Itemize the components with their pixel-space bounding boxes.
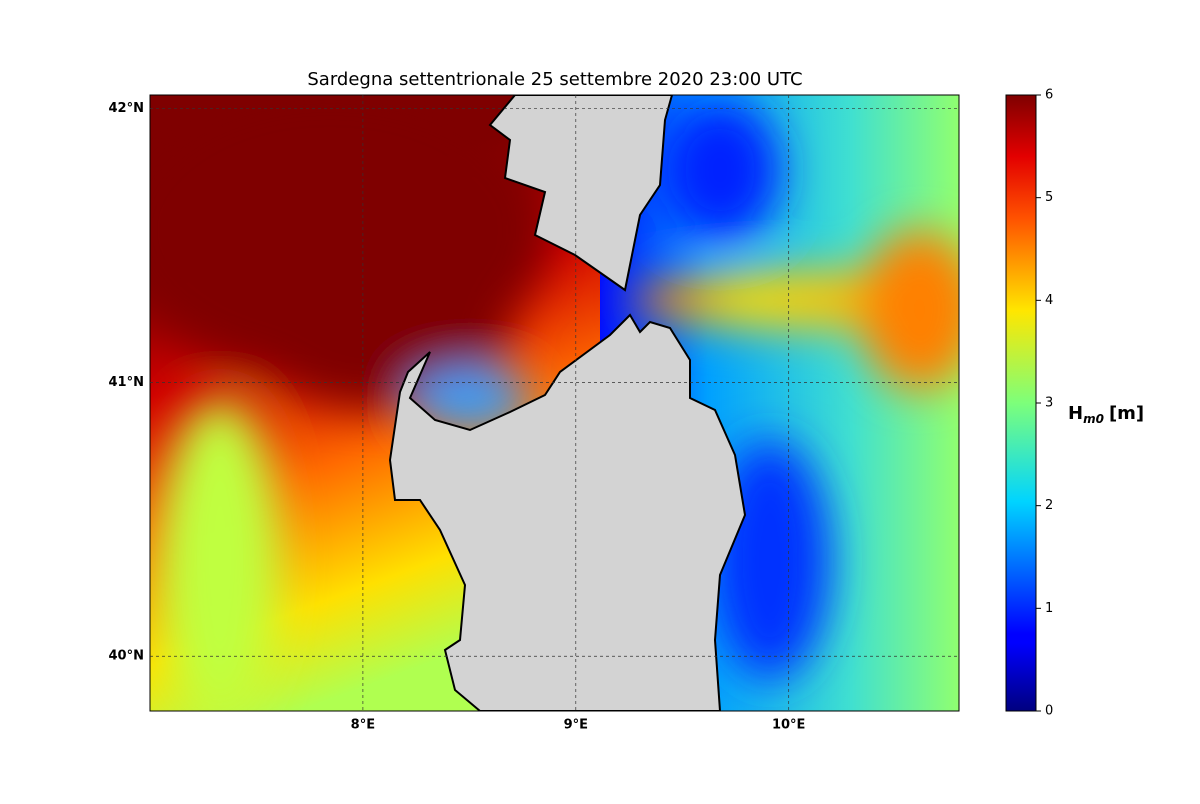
colorbar-tick-label: 0 [1045, 704, 1053, 719]
colorbar-tick-label: 3 [1045, 396, 1053, 411]
y-tick-label: 41°N [109, 375, 144, 390]
colorbar-tick-label: 4 [1045, 293, 1053, 308]
colorbar-tick-label: 2 [1045, 498, 1053, 513]
y-tick-label: 40°N [109, 649, 144, 664]
colorbar [1005, 94, 1037, 712]
x-tick-label: 10°E [772, 718, 805, 733]
y-tick-label: 42°N [109, 101, 144, 116]
colorbar-label: Hm0 [m] [1068, 403, 1144, 426]
colorbar-tick-label: 5 [1045, 190, 1053, 205]
wave-field [150, 95, 959, 711]
x-tick-label: 8°E [351, 718, 375, 733]
plot-frame [149, 94, 960, 712]
x-tick-label: 9°E [564, 718, 588, 733]
land [388, 95, 747, 711]
map-title: Sardegna settentrionale 25 settembre 202… [307, 69, 802, 90]
colorbar-tick-label: 6 [1045, 88, 1053, 103]
colorbar-tick-label: 1 [1045, 601, 1053, 616]
